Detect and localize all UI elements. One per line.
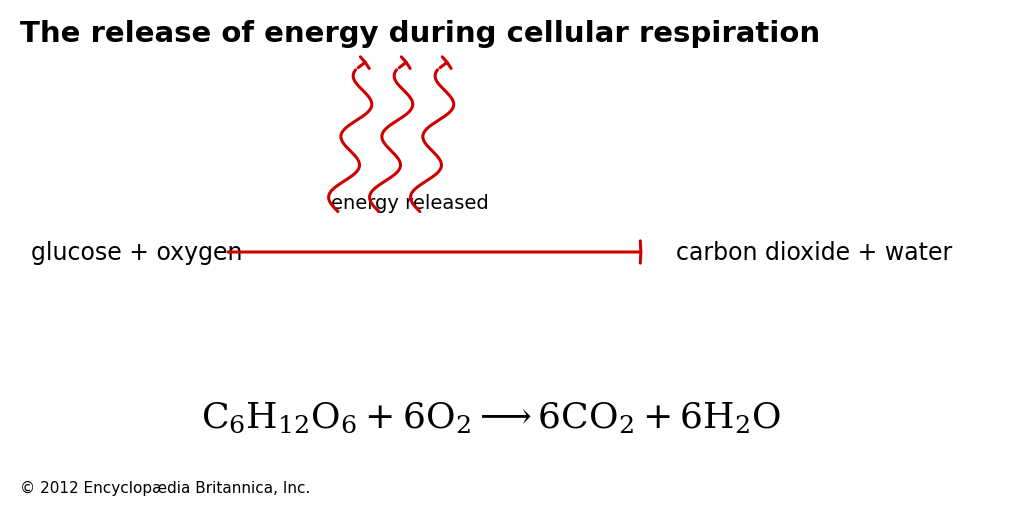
Text: carbon dioxide + water: carbon dioxide + water: [676, 240, 952, 265]
Text: glucose + oxygen: glucose + oxygen: [31, 240, 243, 265]
Text: © 2012 Encyclopædia Britannica, Inc.: © 2012 Encyclopædia Britannica, Inc.: [20, 480, 311, 495]
Text: $\mathregular{C_6H_{12}O_6 + 6O_2 \longrightarrow 6CO_2 + 6H_2O}$: $\mathregular{C_6H_{12}O_6 + 6O_2 \longr…: [202, 399, 781, 434]
Text: The release of energy during cellular respiration: The release of energy during cellular re…: [20, 20, 820, 48]
Text: energy released: energy released: [331, 193, 488, 212]
